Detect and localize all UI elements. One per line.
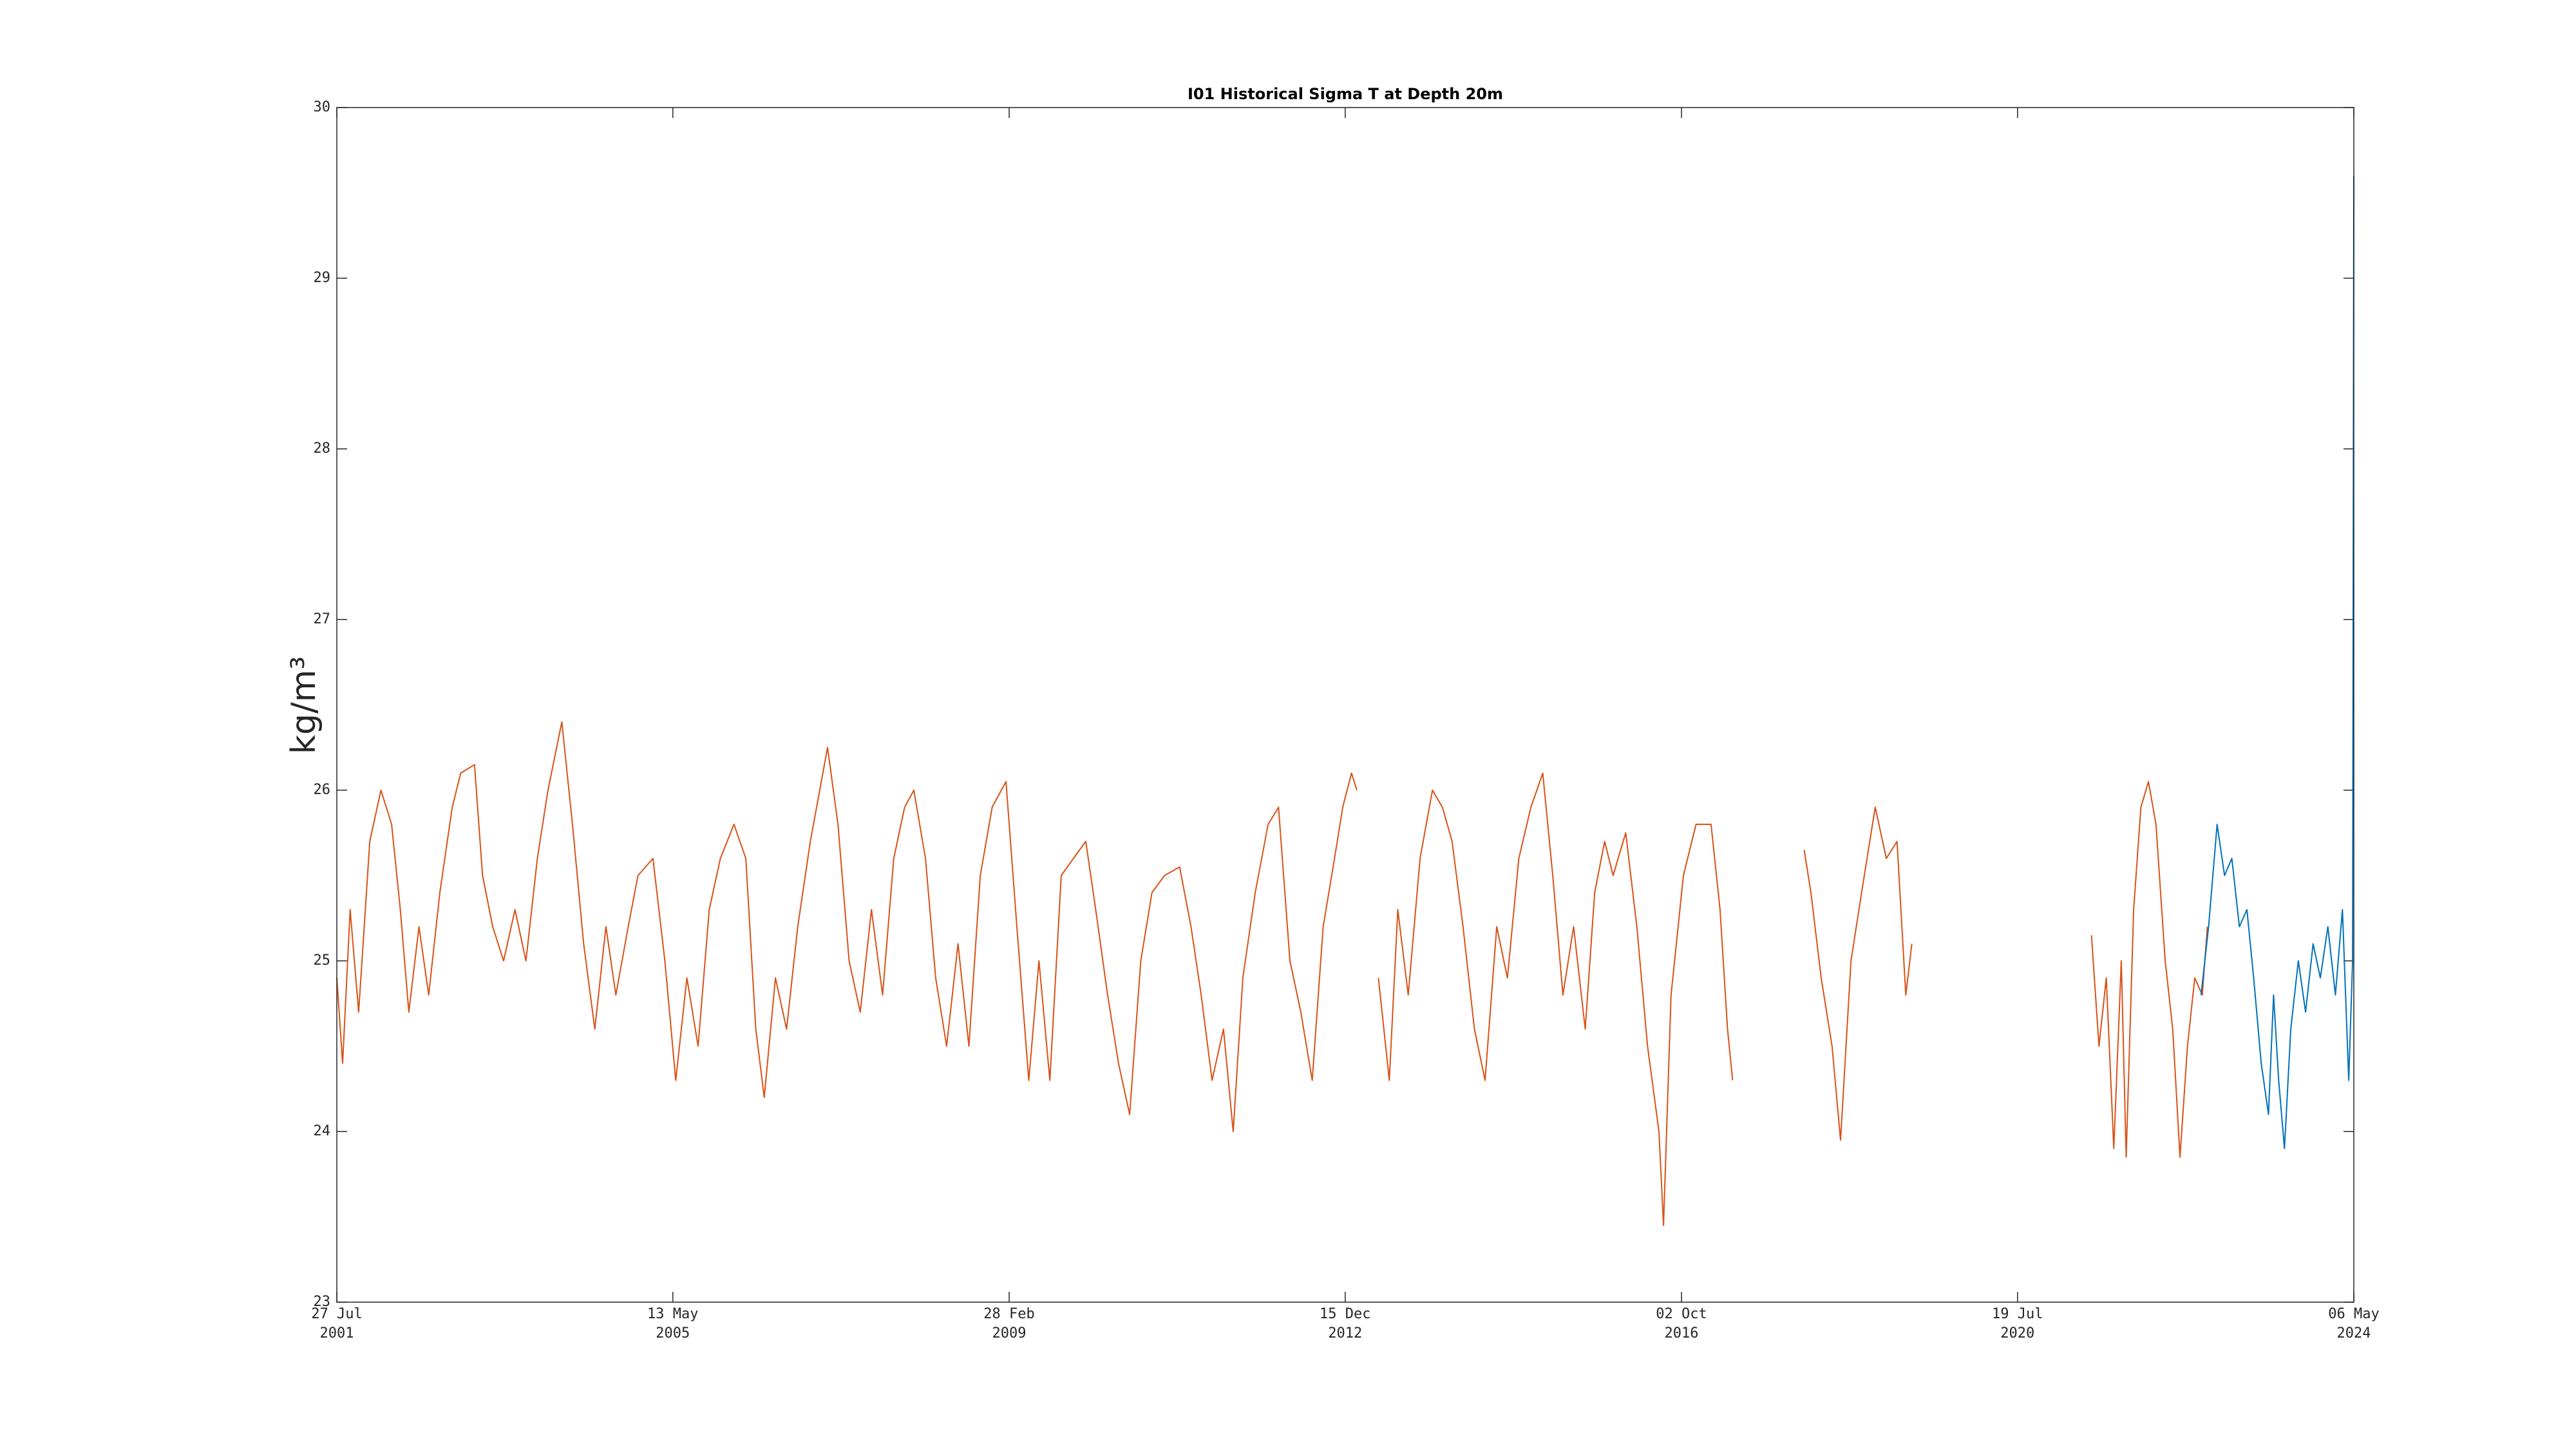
y-tick-label: 30	[314, 99, 331, 115]
y-tick-label: 28	[314, 440, 331, 457]
data-line	[336, 721, 2208, 1226]
y-axis-label: kg/m³	[285, 656, 323, 754]
x-tick-label: 28 Feb 2009	[983, 1306, 1035, 1341]
y-tick-label: 26	[314, 782, 331, 798]
y-tick-label: 25	[314, 952, 331, 969]
y-tick-label: 29	[314, 270, 331, 286]
y-tick-label: 24	[314, 1123, 331, 1139]
x-tick-label: 15 Dec 2012	[1320, 1306, 1371, 1341]
y-tick-label: 23	[314, 1294, 331, 1310]
axes-box	[336, 107, 2354, 1303]
x-tick-label: 13 May 2005	[647, 1306, 699, 1341]
x-tick-label: 19 Jul 2020	[1992, 1306, 2043, 1341]
chart-title: I01 Historical Sigma T at Depth 20m	[1188, 85, 1503, 103]
x-tick-label: 06 May 2024	[2328, 1306, 2380, 1341]
x-tick-label: 27 Jul 2001	[311, 1306, 363, 1341]
y-tick-label: 27	[314, 611, 331, 627]
data-line	[2200, 175, 2354, 1150]
x-tick-label: 02 Oct 2016	[1656, 1306, 1707, 1341]
